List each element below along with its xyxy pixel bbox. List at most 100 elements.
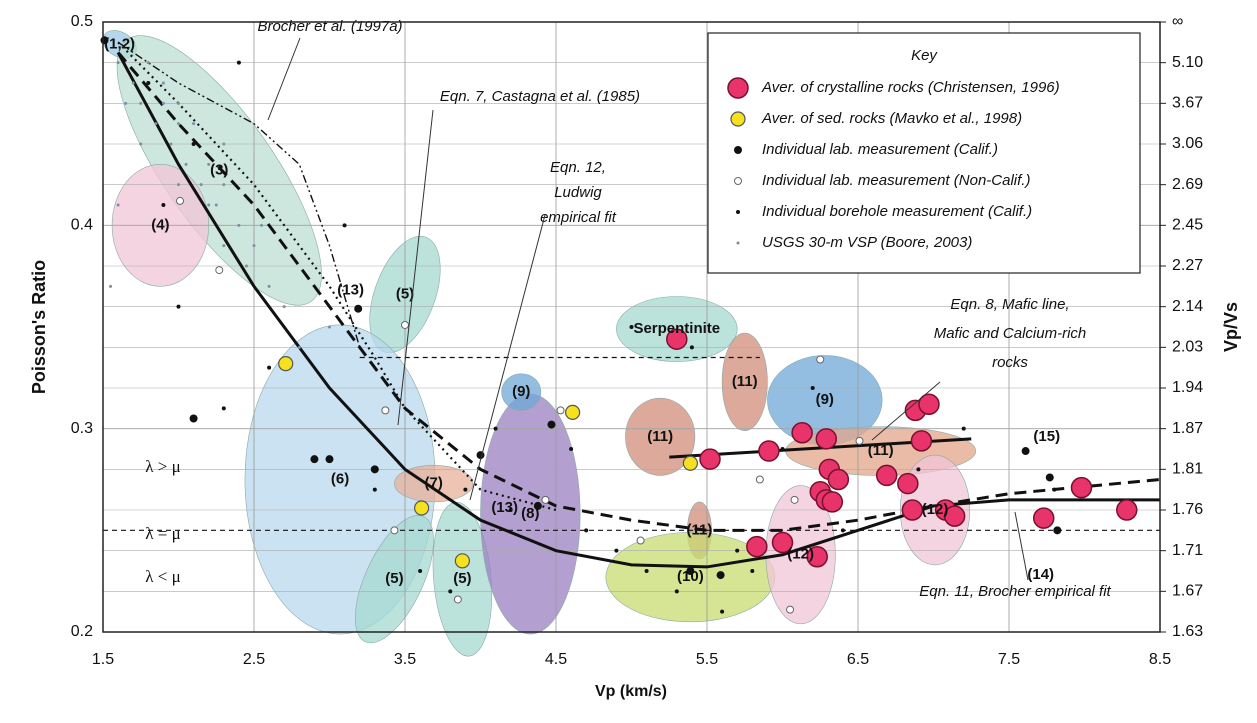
- point-label: (13): [491, 499, 518, 516]
- y2-tick-label: 1.71: [1172, 542, 1203, 559]
- legend-label: Aver. of sed. rocks (Mavko et al., 1998): [761, 110, 1022, 127]
- marker: [755, 475, 764, 484]
- marker: [177, 101, 180, 105]
- marker: [720, 609, 725, 614]
- legend-label: Individual borehole measurement (Calif.): [762, 203, 1032, 220]
- point-label: (15): [1033, 428, 1060, 445]
- annotation: rocks: [992, 354, 1028, 371]
- legend-box: [707, 32, 1141, 274]
- marker: [222, 244, 226, 248]
- marker: [689, 345, 694, 350]
- labels: (1,2) (3) (4) (5) (6) (5) (5) (7) (8) (9) Serpenti…: [104, 18, 1111, 600]
- marker: [547, 420, 556, 429]
- marker: [177, 122, 180, 126]
- marker: [139, 101, 143, 105]
- marker: [1070, 476, 1093, 499]
- y2-tick-label: 1.76: [1172, 501, 1203, 518]
- legend-label: Individual lab. measurement (Calif.): [762, 141, 998, 158]
- region-label: (11): [868, 442, 894, 459]
- marker: [682, 455, 698, 471]
- marker: [116, 61, 120, 65]
- region-label: (10): [677, 568, 704, 585]
- y2-tick-label: 2.27: [1172, 257, 1203, 274]
- marker: [354, 304, 363, 313]
- region: [501, 373, 542, 411]
- legend-marker: [734, 177, 742, 185]
- marker: [267, 284, 271, 288]
- marker: [674, 589, 679, 594]
- leader-line: [397, 109, 434, 426]
- marker: [252, 244, 256, 248]
- marker: [1053, 526, 1062, 535]
- region-label: (9): [816, 391, 834, 408]
- y2-tick-label: ∞: [1172, 13, 1183, 30]
- marker: [199, 183, 203, 187]
- legend-marker: [736, 241, 740, 245]
- marker: [476, 451, 485, 460]
- marker: [370, 465, 379, 474]
- marker: [214, 203, 218, 207]
- region-label: (11): [732, 373, 758, 390]
- marker: [1052, 487, 1057, 492]
- legend-marker: [727, 77, 749, 99]
- marker: [297, 345, 301, 349]
- marker: [237, 223, 241, 227]
- marker: [192, 122, 196, 126]
- marker: [666, 328, 688, 350]
- marker: [116, 203, 120, 207]
- legend-marker: [736, 210, 740, 214]
- marker: [131, 81, 135, 85]
- legend-marker: [734, 146, 742, 154]
- marker: [236, 60, 241, 65]
- x-tick-label: 8.5: [1149, 651, 1171, 668]
- marker: [686, 567, 695, 575]
- y-tick-label: 0.5: [71, 13, 93, 30]
- marker: [840, 528, 845, 533]
- marker: [176, 304, 181, 309]
- leader-line: [267, 37, 301, 121]
- region-label: (1,2): [104, 35, 135, 52]
- marker: [1032, 507, 1055, 529]
- region-label: (8): [521, 505, 539, 522]
- region-label: (3): [210, 161, 228, 178]
- region-label: (11): [687, 521, 713, 538]
- marker: [267, 365, 272, 370]
- legend-label: Individual lab. measurement (Non-Calif.): [762, 172, 1030, 189]
- leader-line: [469, 214, 546, 501]
- marker: [154, 122, 158, 126]
- x-tick-label: 7.5: [998, 651, 1020, 668]
- marker: [758, 440, 780, 462]
- points: [100, 36, 1138, 614]
- y2-tick-label: 1.81: [1172, 461, 1203, 478]
- marker: [699, 448, 721, 470]
- plot-frame: [102, 21, 1161, 633]
- annotation: Mafic and Calcium-rich: [934, 325, 1087, 342]
- x-tick-label: 1.5: [92, 651, 114, 668]
- y2-tick-label: 2.14: [1172, 298, 1203, 315]
- leader-line: [871, 381, 941, 441]
- marker: [448, 589, 453, 594]
- marker: [176, 196, 185, 205]
- y2-tick-label: 1.63: [1172, 623, 1203, 640]
- marker: [207, 203, 211, 207]
- marker: [161, 101, 165, 105]
- marker: [636, 536, 645, 545]
- marker: [810, 386, 815, 390]
- marker: [401, 320, 409, 329]
- marker: [1116, 499, 1138, 521]
- y-tick-label: 0.4: [71, 217, 93, 234]
- marker: [453, 595, 462, 604]
- marker: [222, 183, 226, 187]
- region-label: (9): [512, 383, 530, 400]
- marker: [533, 501, 542, 510]
- y2-tick-label: 2.45: [1172, 217, 1203, 234]
- marker: [418, 569, 423, 573]
- legend-title: Key: [911, 47, 938, 64]
- y2-tick-label: 1.67: [1172, 583, 1203, 600]
- curve: [117, 41, 557, 512]
- y2-tick-label: 5.10: [1172, 54, 1203, 71]
- marker: [414, 500, 430, 516]
- x-tick-label: 6.5: [847, 651, 869, 668]
- marker: [735, 548, 740, 553]
